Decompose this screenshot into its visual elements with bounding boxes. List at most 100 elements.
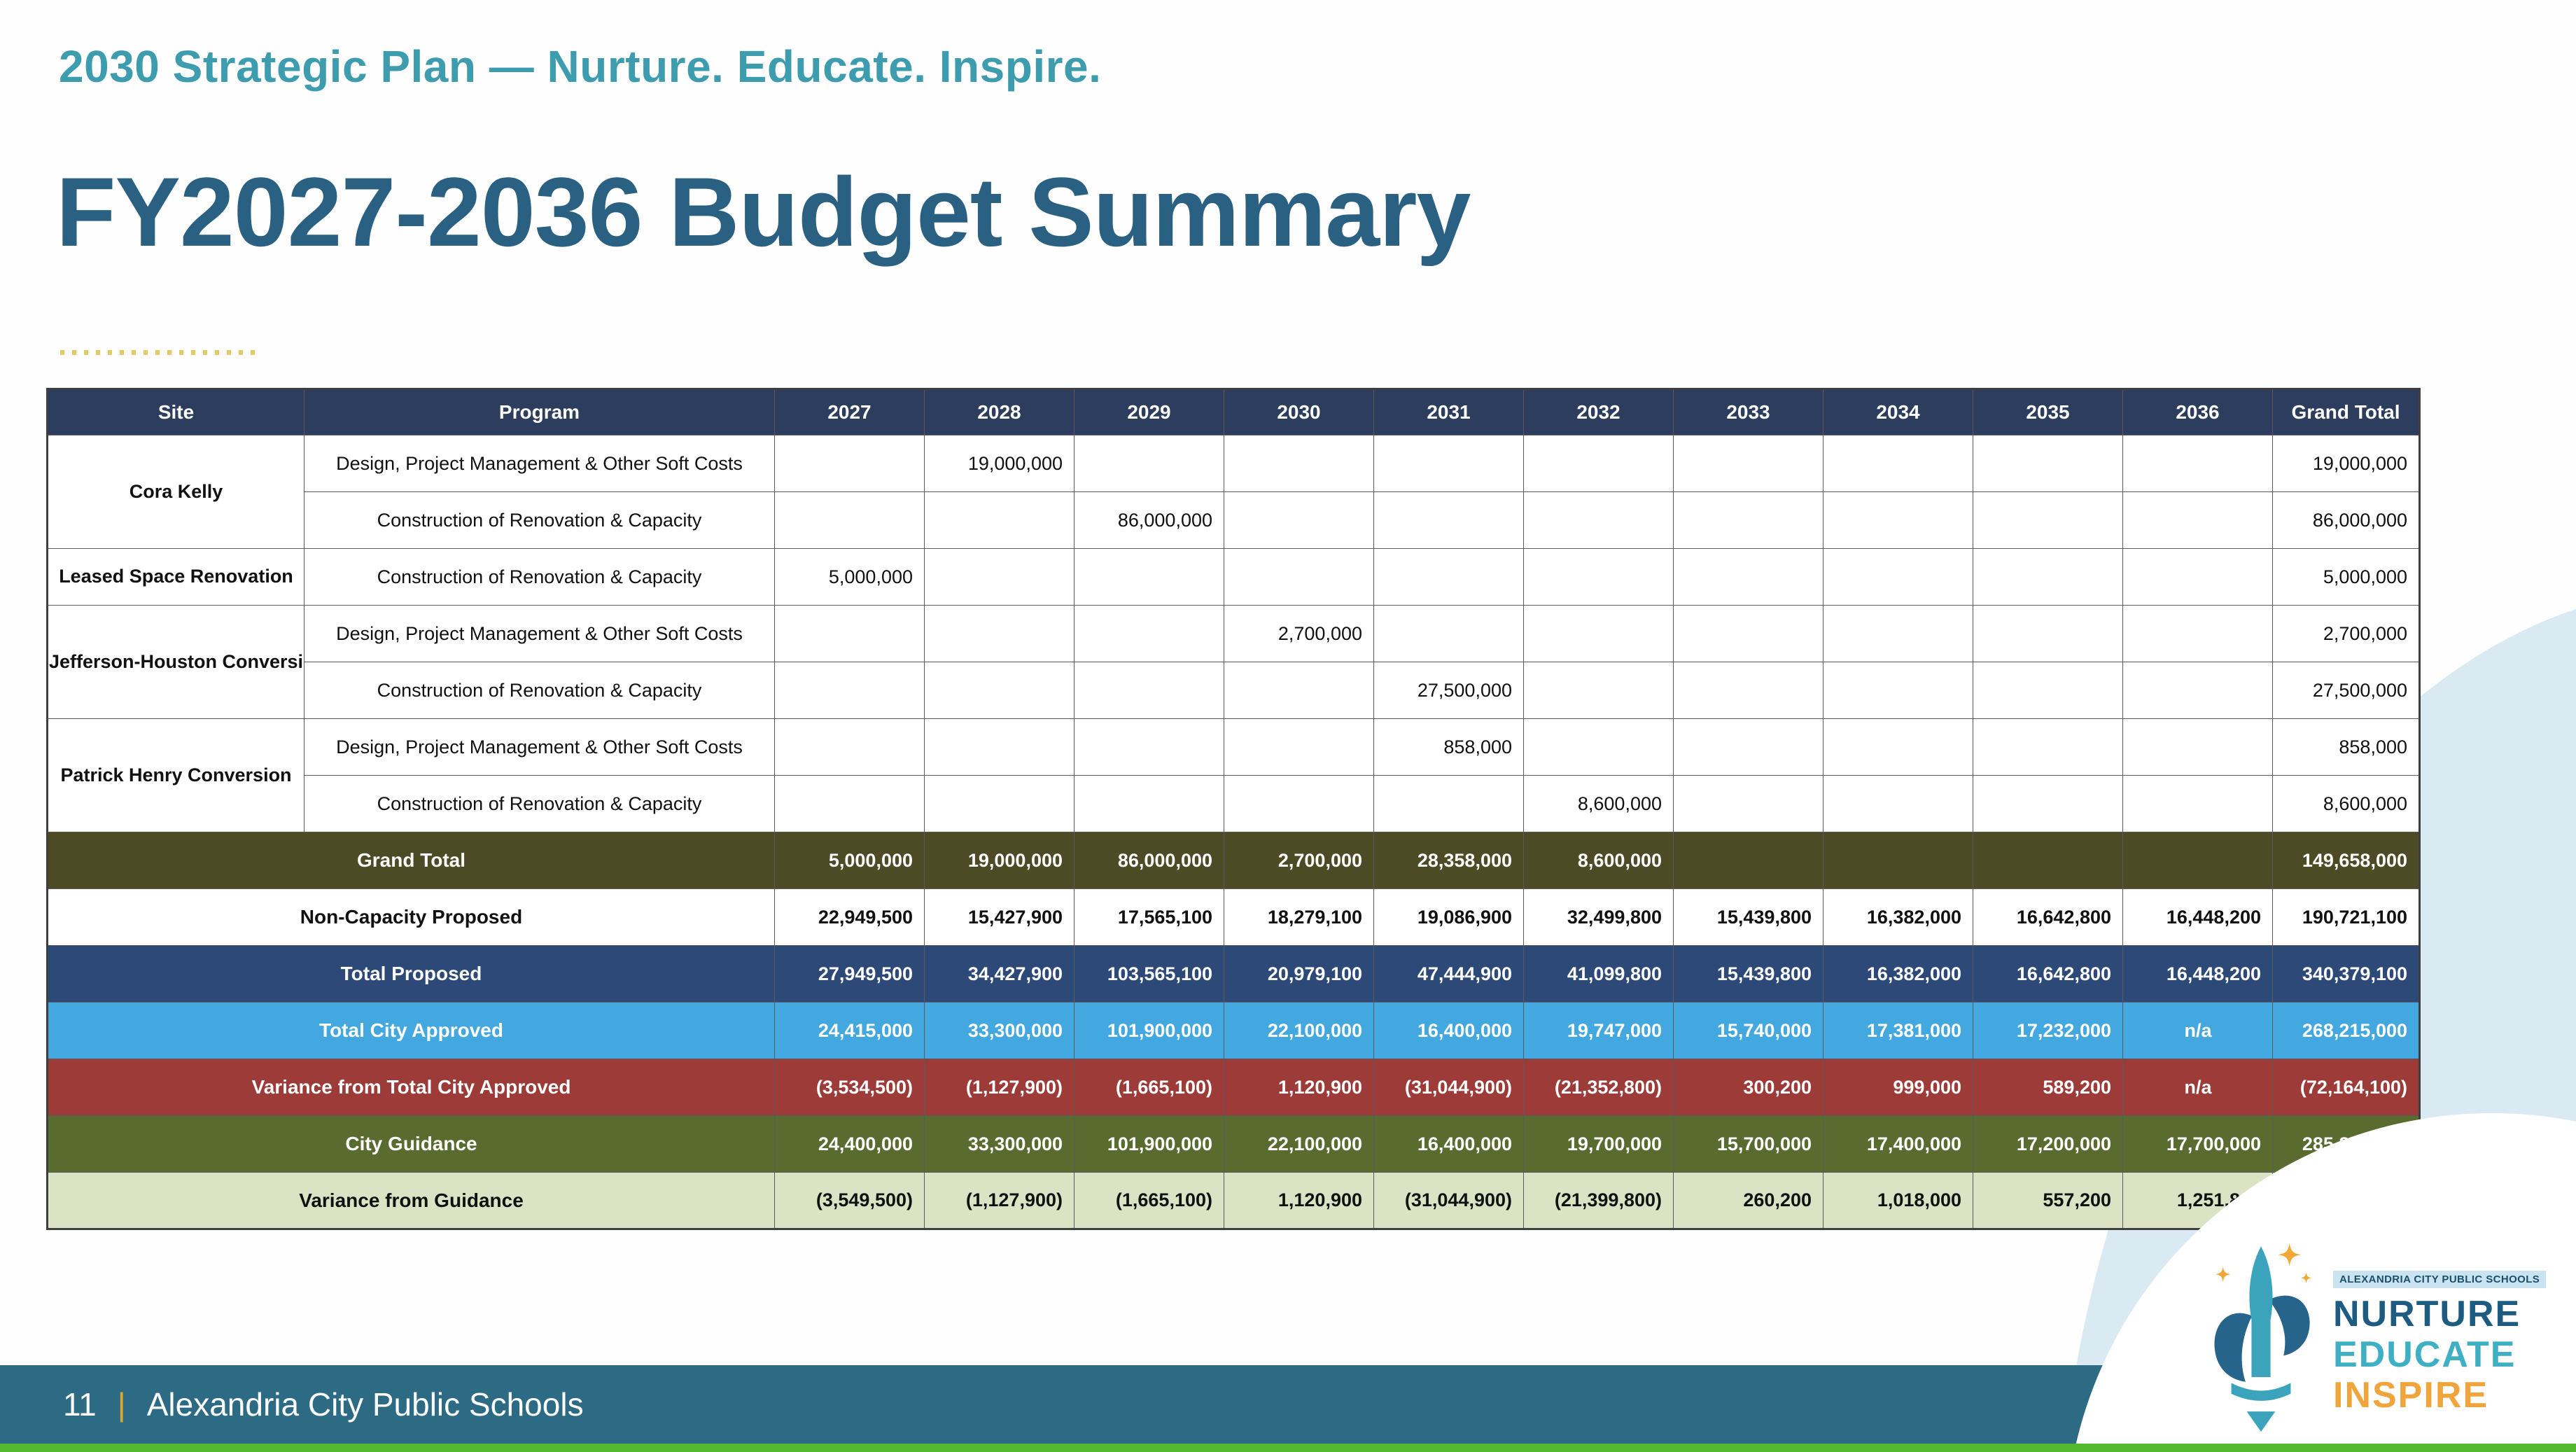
- value-cell: [1523, 718, 1674, 776]
- value-cell: [774, 718, 925, 776]
- value-cell: 2,700,000: [1224, 605, 1374, 662]
- value-cell: 858,000: [2272, 718, 2420, 776]
- value-cell: [1224, 548, 1374, 606]
- column-header-grand-total: Grand Total: [2272, 389, 2420, 435]
- value-cell: 589,200: [1973, 1059, 2123, 1116]
- value-cell: [924, 605, 1074, 662]
- summary-label: Total Proposed: [47, 945, 775, 1003]
- table-row-cora-kelly-1: Construction of Renovation & Capacity 86,…: [48, 491, 2420, 549]
- value-cell: n/a: [2122, 1059, 2273, 1116]
- value-cell: [1673, 662, 1823, 719]
- program-label: Design, Project Management & Other Soft …: [304, 435, 775, 492]
- value-cell: 19,747,000: [1523, 1002, 1674, 1059]
- logo-word-inspire: INSPIRE: [2333, 1375, 2489, 1416]
- value-cell: 17,381,000: [1823, 1002, 1973, 1059]
- value-cell: 268,215,000: [2272, 1002, 2420, 1059]
- value-cell: 19,000,000: [924, 832, 1074, 889]
- value-cell: [1673, 832, 1823, 889]
- value-cell: [2122, 491, 2273, 549]
- site-label: Leased Space Renovation: [47, 548, 304, 606]
- value-cell: 101,900,000: [1074, 1002, 1224, 1059]
- column-header-2028: 2028: [924, 389, 1074, 435]
- site-label: Jefferson-Houston Conversion: [47, 605, 304, 719]
- value-cell: 24,400,000: [774, 1115, 925, 1173]
- value-cell: (21,352,800): [1523, 1059, 1674, 1116]
- value-cell: [2122, 832, 2273, 889]
- value-cell: 190,721,100: [2272, 888, 2420, 946]
- value-cell: 86,000,000: [1074, 832, 1224, 889]
- column-header-2033: 2033: [1673, 389, 1823, 435]
- value-cell: (72,164,100): [2272, 1059, 2420, 1116]
- value-cell: 27,949,500: [774, 945, 925, 1003]
- summary-label: City Guidance: [47, 1115, 775, 1173]
- value-cell: [1823, 605, 1973, 662]
- column-header-2035: 2035: [1973, 389, 2123, 435]
- value-cell: 5,000,000: [774, 548, 925, 606]
- value-cell: 15,439,800: [1673, 945, 1823, 1003]
- summary-row-total-city-approved: Total City Approved 24,415,000 33,300,000 1…: [47, 1002, 2420, 1059]
- program-label: Construction of Renovation & Capacity: [304, 548, 775, 606]
- value-cell: 22,949,500: [774, 888, 925, 946]
- value-cell: (1,665,100): [1074, 1172, 1224, 1229]
- value-cell: (1,127,900): [924, 1172, 1074, 1229]
- value-cell: 999,000: [1823, 1059, 1973, 1116]
- value-cell: [1224, 775, 1374, 832]
- value-cell: [1074, 775, 1224, 832]
- value-cell: 2,700,000: [1224, 832, 1374, 889]
- value-cell: 15,427,900: [924, 888, 1074, 946]
- value-cell: [1224, 491, 1374, 549]
- value-cell: [1074, 718, 1224, 776]
- value-cell: [774, 775, 925, 832]
- value-cell: [1973, 605, 2123, 662]
- value-cell: [1224, 718, 1374, 776]
- value-cell: 340,379,100: [2272, 945, 2420, 1003]
- summary-row-total-proposed: Total Proposed 27,949,500 34,427,900 103,56…: [47, 945, 2420, 1003]
- value-cell: 16,448,200: [2122, 945, 2273, 1003]
- value-cell: 101,900,000: [1074, 1115, 1224, 1173]
- value-cell: [924, 548, 1074, 606]
- program-label: Construction of Renovation & Capacity: [304, 662, 775, 719]
- value-cell: 33,300,000: [924, 1002, 1074, 1059]
- value-cell: [2122, 775, 2273, 832]
- summary-label: Grand Total: [47, 832, 775, 889]
- value-cell: 86,000,000: [2272, 491, 2420, 549]
- value-cell: [1373, 491, 1524, 549]
- value-cell: [1523, 662, 1674, 719]
- value-cell: [1074, 435, 1224, 492]
- value-cell: 19,000,000: [2272, 435, 2420, 492]
- table-row-patrick-henry-conversion-1: Construction of Renovation & Capacity 8,6…: [48, 775, 2420, 832]
- value-cell: 24,415,000: [774, 1002, 925, 1059]
- value-cell: [1673, 605, 1823, 662]
- summary-row-variance-from-guidance: Variance from Guidance (3,549,500) (1,127,…: [47, 1172, 2420, 1229]
- value-cell: 1,018,000: [1823, 1172, 1973, 1229]
- value-cell: [1823, 548, 1973, 606]
- value-cell: n/a: [2122, 1002, 2273, 1059]
- site-label: Patrick Henry Conversion: [47, 718, 304, 832]
- table-row-cora-kelly-0: Cora Kelly Design, Project Management & O…: [47, 435, 2420, 549]
- value-cell: (31,044,900): [1373, 1059, 1524, 1116]
- column-header-2030: 2030: [1224, 389, 1374, 435]
- value-cell: [924, 662, 1074, 719]
- column-header-program: Program: [304, 389, 775, 435]
- value-cell: [1973, 491, 2123, 549]
- value-cell: 16,382,000: [1823, 945, 1973, 1003]
- value-cell: [1823, 491, 1973, 549]
- value-cell: 28,358,000: [1373, 832, 1524, 889]
- value-cell: [774, 605, 925, 662]
- footer-organization: Alexandria City Public Schools: [146, 1386, 584, 1423]
- value-cell: [1373, 435, 1524, 492]
- value-cell: 16,642,800: [1973, 888, 2123, 946]
- value-cell: 103,565,100: [1074, 945, 1224, 1003]
- table-row-patrick-henry-conversion-0: Patrick Henry Conversion Design, Project …: [47, 718, 2420, 832]
- value-cell: 33,300,000: [924, 1115, 1074, 1173]
- value-cell: [1224, 662, 1374, 719]
- value-cell: 858,000: [1373, 718, 1524, 776]
- value-cell: [924, 775, 1074, 832]
- budget-table: Site Program 2027 2028 2029 2030 2031 2032 2033 2…: [46, 388, 2421, 1230]
- value-cell: 47,444,900: [1373, 945, 1524, 1003]
- value-cell: (21,399,800): [1523, 1172, 1674, 1229]
- value-cell: 16,400,000: [1373, 1002, 1524, 1059]
- logo-text: ALEXANDRIA CITY PUBLIC SCHOOLS NURTURE E…: [2333, 1236, 2547, 1432]
- table-row-jefferson-houston-conversion-1: Construction of Renovation & Capacity 27,…: [48, 662, 2420, 719]
- value-cell: 15,740,000: [1673, 1002, 1823, 1059]
